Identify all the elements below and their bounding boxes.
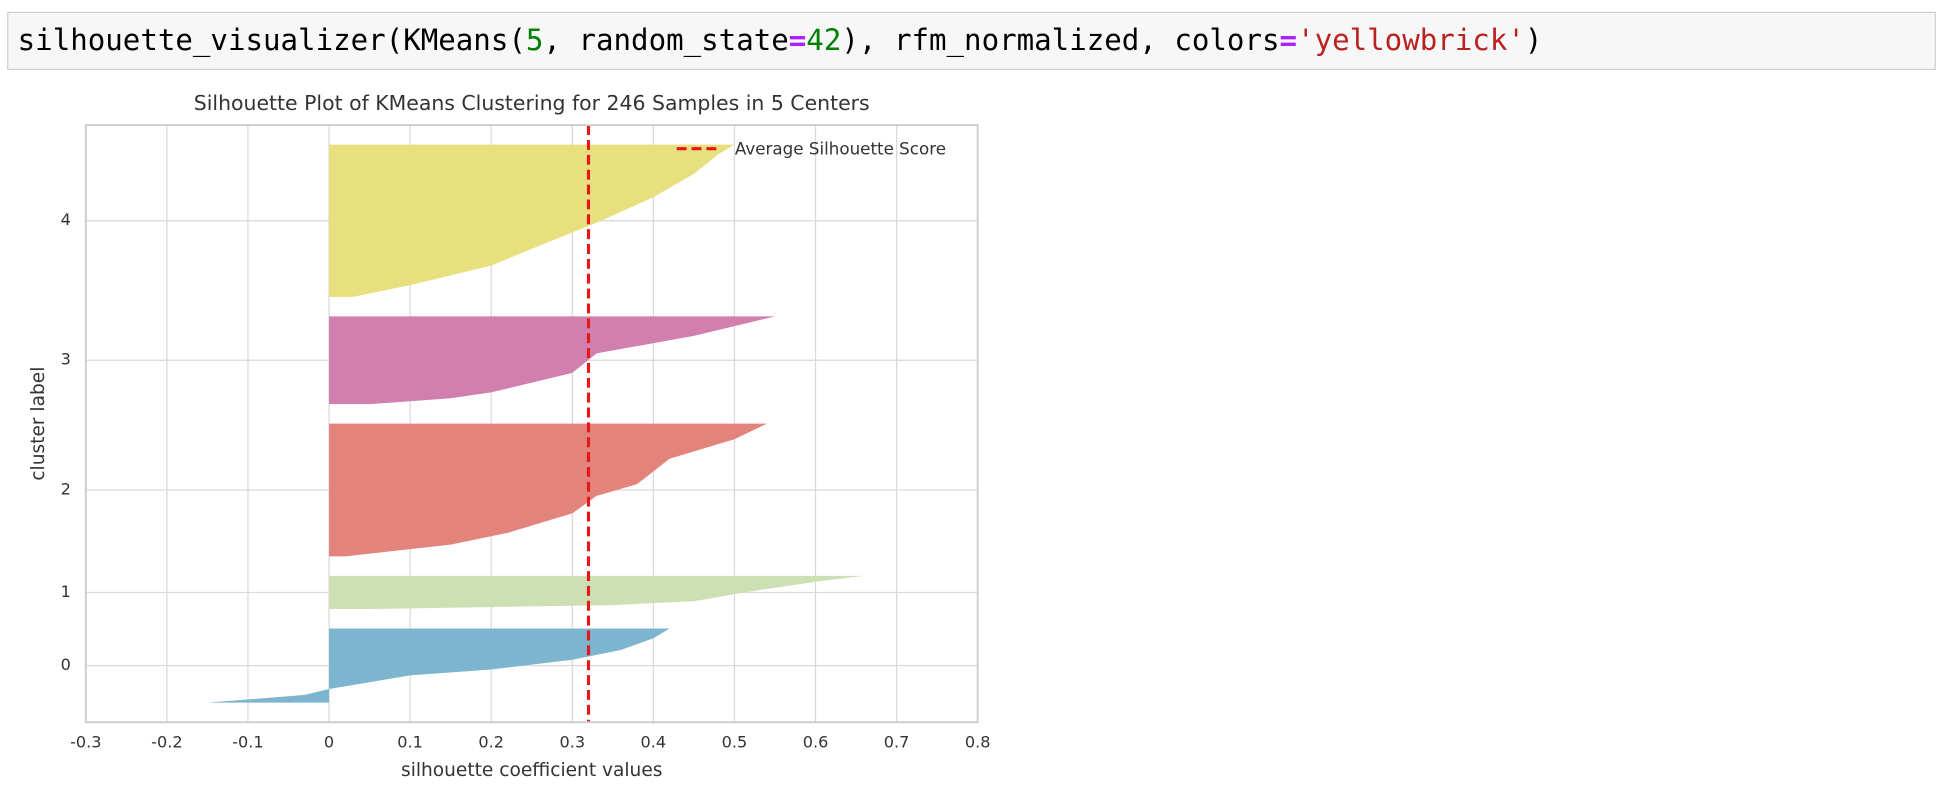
x-tick-label: 0.8	[965, 733, 991, 752]
code-cell[interactable]	[7, 11, 1936, 70]
y-tick-label: 3	[61, 350, 71, 369]
y-tick-label: 4	[61, 210, 71, 229]
code-line: silhouette_visualizer(KMeans(5, random_s…	[18, 23, 1543, 58]
legend-label: Average Silhouette Score	[735, 138, 946, 158]
x-tick-label: 0.5	[722, 733, 748, 752]
x-tick-label: -0.1	[232, 733, 263, 752]
code: 42	[806, 23, 841, 57]
x-tick-label: 0.4	[641, 733, 667, 752]
x-tick-label: 0	[324, 733, 334, 752]
code: =	[789, 23, 807, 57]
x-tick-label: 0.3	[559, 733, 585, 752]
x-tick-label: 0.1	[397, 733, 423, 752]
x-tick-label: -0.3	[70, 733, 101, 752]
chart: Silhouette Plot of KMeans Clustering for…	[28, 91, 990, 781]
code: , random_state	[543, 23, 788, 58]
y-tick-label: 0	[61, 655, 71, 674]
x-tick-label: -0.2	[151, 733, 182, 752]
code: ), rfm_normalized, colors	[841, 23, 1279, 58]
plot-frame	[84, 124, 979, 724]
cluster-silhouette	[207, 628, 670, 703]
cluster-silhouette	[329, 316, 775, 405]
code: 'yellowbrick'	[1297, 23, 1525, 57]
cluster-silhouette	[329, 423, 767, 557]
x-tick-label: 0.6	[803, 733, 829, 752]
code: )	[1525, 23, 1543, 57]
y-tick-label: 1	[61, 582, 71, 601]
cluster-silhouette	[329, 575, 865, 610]
x-tick-label: 0.7	[884, 733, 910, 752]
chart-title: Silhouette Plot of KMeans Clustering for…	[194, 91, 870, 115]
cluster-silhouette	[329, 144, 735, 297]
code: silhouette_visualizer(KMeans(	[18, 23, 526, 58]
code: =	[1280, 23, 1298, 57]
x-tick-label: 0.2	[478, 733, 504, 752]
x-axis-label: silhouette coefficient values	[401, 760, 662, 781]
code: 5	[526, 23, 544, 57]
y-tick-label: 2	[61, 479, 71, 498]
y-axis-label: cluster label	[28, 367, 49, 481]
